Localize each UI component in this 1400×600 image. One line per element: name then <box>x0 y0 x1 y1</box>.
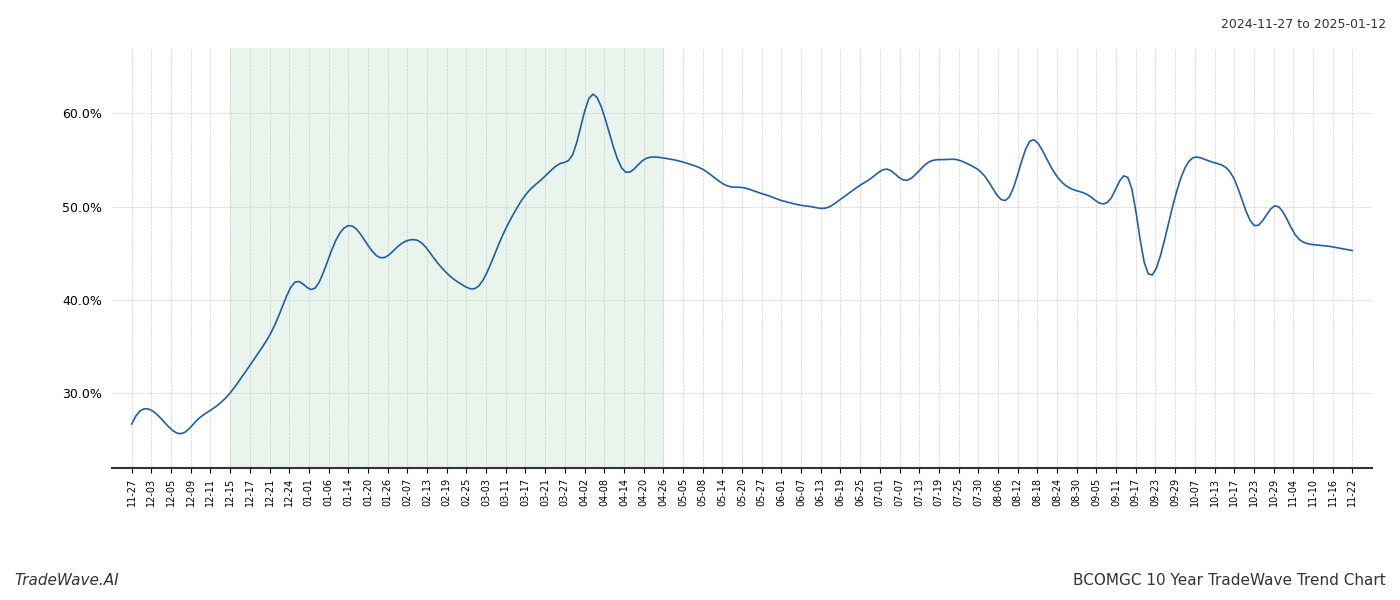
Text: BCOMGC 10 Year TradeWave Trend Chart: BCOMGC 10 Year TradeWave Trend Chart <box>1074 573 1386 588</box>
Bar <box>230 48 664 468</box>
Text: TradeWave.AI: TradeWave.AI <box>14 573 119 588</box>
Text: 2024-11-27 to 2025-01-12: 2024-11-27 to 2025-01-12 <box>1221 18 1386 31</box>
